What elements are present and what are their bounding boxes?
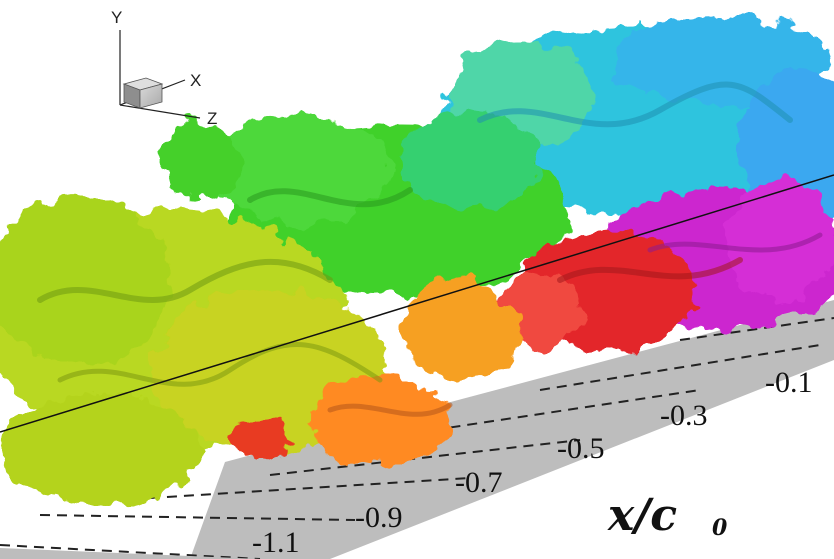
tick-label: -0.7: [455, 466, 503, 499]
axis-triad: Y X Z: [111, 8, 217, 128]
triad-y-label: Y: [111, 8, 122, 27]
tick-label: -0.1: [765, 366, 813, 399]
plate-edge-line: [0, 174, 834, 433]
tick-label: -0.5: [557, 432, 605, 465]
x-axis-title-subscript: 0: [712, 515, 728, 541]
plate-front-band: [0, 548, 260, 559]
triad-x-label: X: [190, 71, 201, 90]
tick-label: -0.3: [660, 399, 708, 432]
tick-label: -1.1: [252, 526, 300, 559]
wall-plate: [0, 300, 834, 559]
vortex-texture: [37, 81, 823, 417]
x-axis-title: x/c 0: [607, 490, 728, 541]
x-tick-labels: -0.1 -0.3 -0.5 -0.7 -0.9 -1.1: [252, 366, 813, 559]
tick-label: -0.9: [355, 501, 403, 534]
x-axis-title-main: x/c: [607, 490, 677, 541]
triad-cube-icon: [122, 77, 164, 109]
triad-z-label: Z: [207, 109, 217, 128]
